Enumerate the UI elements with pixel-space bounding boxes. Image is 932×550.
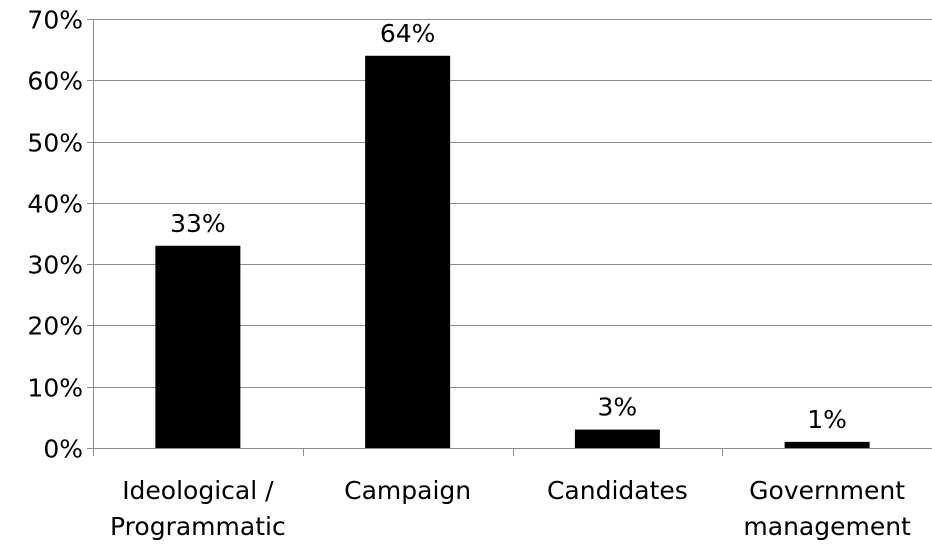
y-tick-label: 0% xyxy=(43,435,83,464)
data-label: 3% xyxy=(598,393,638,422)
y-tick-label: 60% xyxy=(27,67,83,96)
x-tick-label: Government xyxy=(749,476,905,505)
data-label: 1% xyxy=(807,405,847,434)
bars xyxy=(155,55,870,449)
x-tick-label: Ideological / xyxy=(122,476,274,505)
y-tick-label: 30% xyxy=(27,251,83,280)
bar xyxy=(365,55,451,449)
bar xyxy=(155,245,241,448)
y-tick-label: 40% xyxy=(27,190,83,219)
data-label: 64% xyxy=(380,19,436,48)
x-tick-label: Candidates xyxy=(547,476,688,505)
x-tick-label: management xyxy=(743,512,911,541)
x-tick-label: Campaign xyxy=(344,476,471,505)
labels: 0% 10% 20% 30% 40% 50% 60% 70% 33% Ideological / P… xyxy=(27,6,911,542)
y-tick-label: 10% xyxy=(27,374,83,403)
axes xyxy=(87,19,932,456)
y-tick-label: 70% xyxy=(27,6,83,35)
y-tick-label: 50% xyxy=(27,129,83,158)
x-tick-label: Programmatic xyxy=(110,512,286,541)
bar xyxy=(784,441,870,448)
data-label: 33% xyxy=(170,209,226,238)
bar xyxy=(574,429,660,448)
y-tick-label: 20% xyxy=(27,312,83,341)
